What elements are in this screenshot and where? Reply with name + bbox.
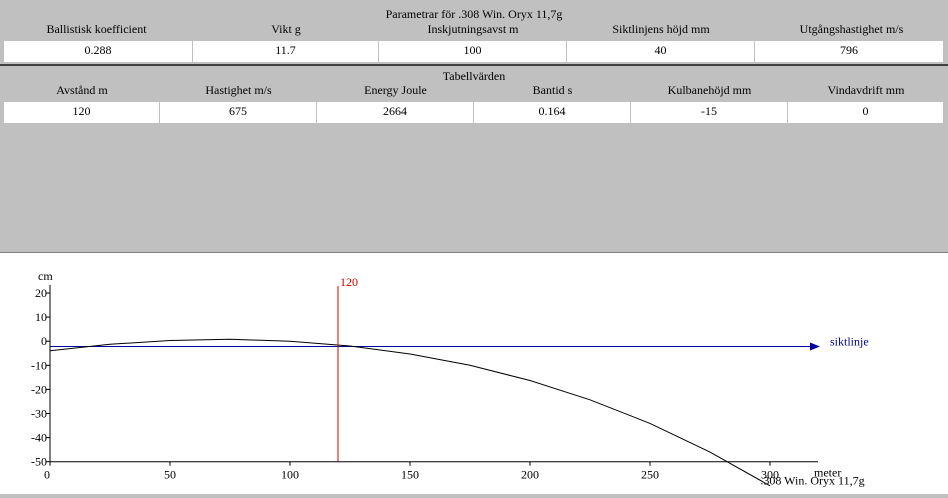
header-muzzle-velocity: Utgångshastighet m/s [799, 22, 904, 36]
x-tick-label: 250 [641, 468, 659, 482]
x-tick-label: 150 [401, 468, 419, 482]
energy-value: 2664 [317, 102, 474, 123]
trajectory-height-value: -15 [631, 102, 788, 123]
series-label: .308 Win. Oryx 11,7g [760, 474, 864, 488]
distance-value: 120 [4, 102, 160, 123]
distance-marker-label: 120 [340, 275, 358, 289]
x-tick-label: 50 [164, 468, 176, 482]
y-tick-label: -50 [31, 455, 47, 469]
trajectory-chart[interactable]: cm meter 20 10 0 -10 -20 -30 -40 -50 0 50 100 150 200… [0, 252, 948, 494]
velocity-value: 675 [160, 102, 317, 123]
parameters-panel: Parametrar för .308 Win. Oryx 11,7g Ball… [0, 0, 948, 64]
header-ballistic-coefficient: Ballistisk koefficient [46, 22, 147, 36]
parameters-title: Parametrar för .308 Win. Oryx 11,7g [385, 7, 563, 21]
header-energy: Energy Joule [364, 83, 427, 97]
header-wind-drift: Vindavdrift mm [827, 83, 905, 97]
header-velocity: Hastighet m/s [205, 83, 272, 97]
sight-height-field[interactable]: 40 [567, 41, 755, 62]
y-tick-label: -20 [31, 382, 47, 396]
table-title: Tabellvärden [442, 69, 506, 83]
x-tick-label: 200 [521, 468, 539, 482]
y-axis-label: cm [38, 269, 53, 283]
wind-drift-value: 0 [788, 102, 944, 123]
header-weight: Vikt g [271, 22, 301, 36]
table-values-panel: Tabellvärden Avstånd m Hastighet m/s Ene… [0, 64, 948, 254]
y-tick-label: 20 [35, 286, 47, 300]
header-sight-height: Siktlinjens höjd mm [612, 22, 710, 36]
y-tick-label: -40 [31, 431, 47, 445]
y-tick-label: -30 [31, 407, 47, 421]
header-trajectory-height: Kulbanehöjd mm [667, 83, 752, 97]
ballistic-coefficient-field[interactable]: 0.288 [4, 41, 193, 62]
flight-time-value: 0.164 [474, 102, 631, 123]
header-distance: Avstånd m [56, 83, 108, 97]
x-tick-label: 0 [44, 468, 50, 482]
header-flight-time: Bantid s [532, 83, 573, 97]
y-tick-label: 10 [35, 310, 47, 324]
x-tick-label: 100 [281, 468, 299, 482]
x-axis-label: meter [814, 466, 841, 480]
header-zero-distance: Inskjutningsavst m [427, 22, 519, 36]
sightline-label: siktlinje [830, 335, 869, 349]
trajectory-line[interactable] [50, 338, 771, 487]
y-tick-label: -10 [31, 358, 47, 372]
x-tick-label: 300 [761, 468, 779, 482]
zero-distance-field[interactable]: 100 [379, 41, 567, 62]
muzzle-velocity-field[interactable]: 796 [755, 41, 944, 62]
sightline-arrow-icon [810, 342, 820, 351]
y-tick-label: 0 [41, 334, 47, 348]
weight-field[interactable]: 11.7 [193, 41, 379, 62]
